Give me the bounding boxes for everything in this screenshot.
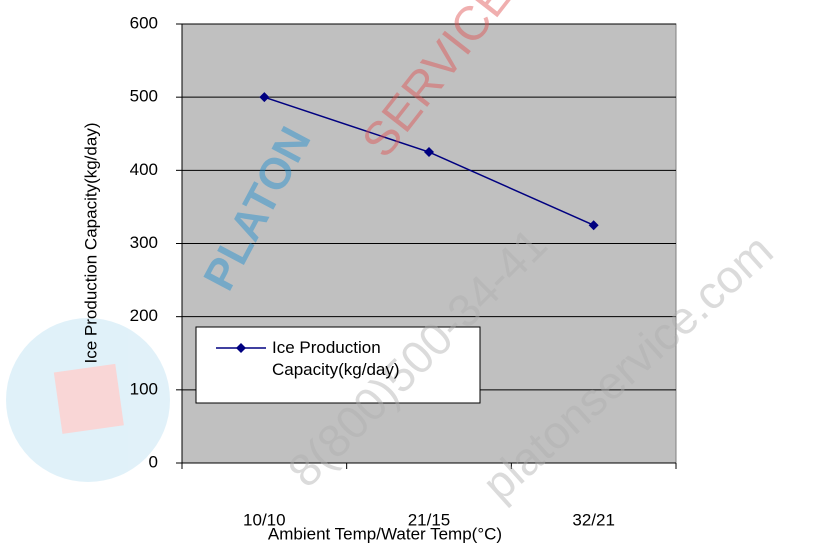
x-tick-label: 32/21 [572,510,615,529]
y-tick-label: 500 [130,87,158,106]
data-point [588,220,599,231]
y-tick-label: 200 [130,306,158,325]
y-tick-label: 400 [130,160,158,179]
legend-label: Ice Production Capacity(kg/day) [272,338,400,379]
data-point [259,92,270,103]
y-tick-label: 0 [149,452,158,471]
x-tick-label: 10/10 [243,510,286,529]
data-point [424,147,434,158]
y-tick-label: 600 [130,13,158,32]
legend-marker [236,343,246,353]
y-tick-label: 300 [130,233,158,252]
x-axis-title: Ambient Temp/Water Temp(°C) [268,524,502,543]
y-axis-title: Ice Production Capacity(kg/day) [81,123,100,364]
y-tick-label: 100 [130,379,158,398]
globe-logo [6,318,170,482]
x-tick-label: 21/15 [408,510,451,529]
legend [195,326,481,404]
